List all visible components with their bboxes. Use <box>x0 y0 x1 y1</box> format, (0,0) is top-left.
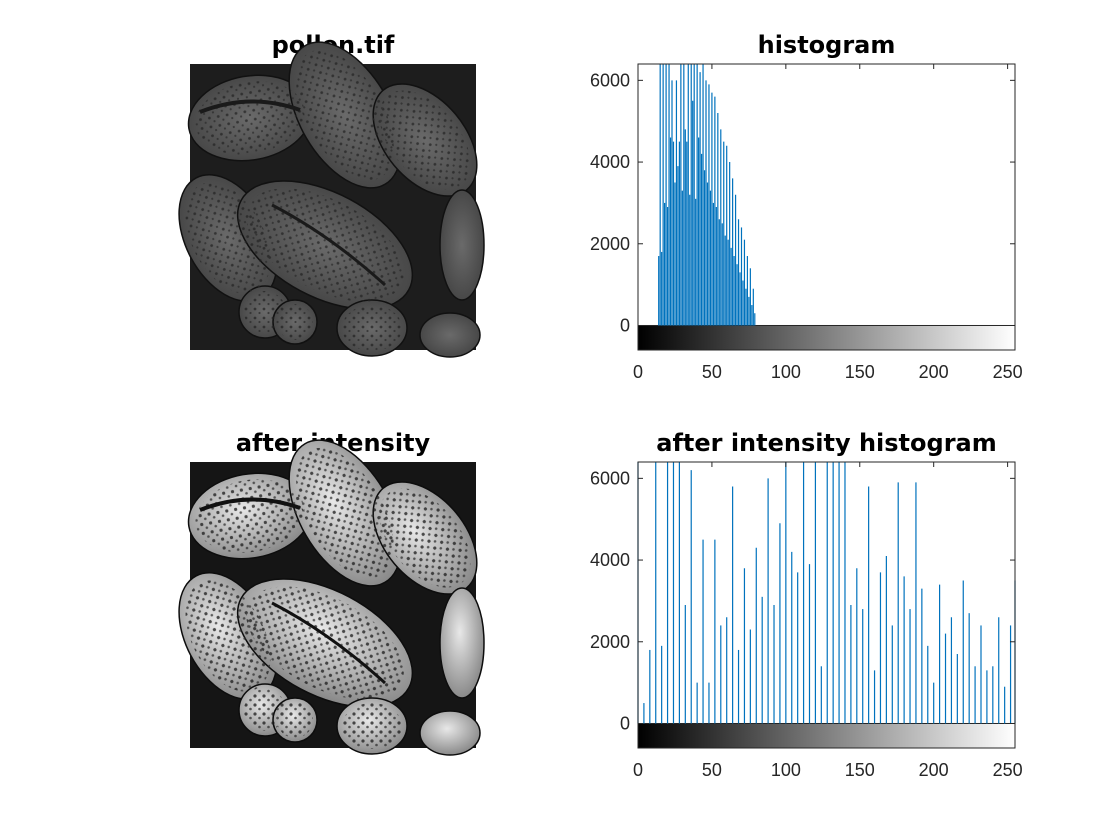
y-tick-label: 0 <box>620 315 630 335</box>
x-tick-label: 100 <box>771 362 801 382</box>
x-tick-label: 0 <box>633 362 643 382</box>
pollen-image-after <box>178 439 485 756</box>
y-tick-label: 0 <box>620 713 630 733</box>
x-tick-label: 150 <box>845 760 875 780</box>
x-tick-label: 200 <box>919 362 949 382</box>
chart-title: after intensity histogram <box>656 429 997 457</box>
y-tick-label: 2000 <box>590 632 630 652</box>
x-tick-label: 100 <box>771 760 801 780</box>
after-intensity-histogram-chart: after intensity histogram 0 2000 4000 6000 0 5… <box>590 429 1023 780</box>
x-tick-label: 250 <box>993 760 1023 780</box>
y-tick-label: 2000 <box>590 234 630 254</box>
y-tick-label: 4000 <box>590 152 630 172</box>
chart-title: histogram <box>758 31 896 59</box>
x-tick-label: 50 <box>702 362 722 382</box>
x-tick-label: 0 <box>633 760 643 780</box>
y-tick-label: 6000 <box>590 468 630 488</box>
axes-box <box>637 63 1016 351</box>
histogram-chart: histogram 0 2000 4000 6000 0 50 100 150 200 250 <box>590 31 1023 382</box>
axes-box <box>637 461 1016 749</box>
image-panel-original: pollen.tif <box>178 31 485 358</box>
x-tick-label: 200 <box>919 760 949 780</box>
plot-area <box>638 462 1015 748</box>
x-tick-label: 50 <box>702 760 722 780</box>
image-panel-after: after intensity <box>178 429 485 756</box>
x-tick-label: 150 <box>845 362 875 382</box>
gray-colorbar <box>637 324 1016 351</box>
y-tick-label: 6000 <box>590 70 630 90</box>
y-tick-label: 4000 <box>590 550 630 570</box>
pollen-image-original <box>178 41 485 358</box>
x-tick-label: 250 <box>993 362 1023 382</box>
gray-colorbar <box>637 722 1016 749</box>
plot-area <box>638 64 1015 350</box>
